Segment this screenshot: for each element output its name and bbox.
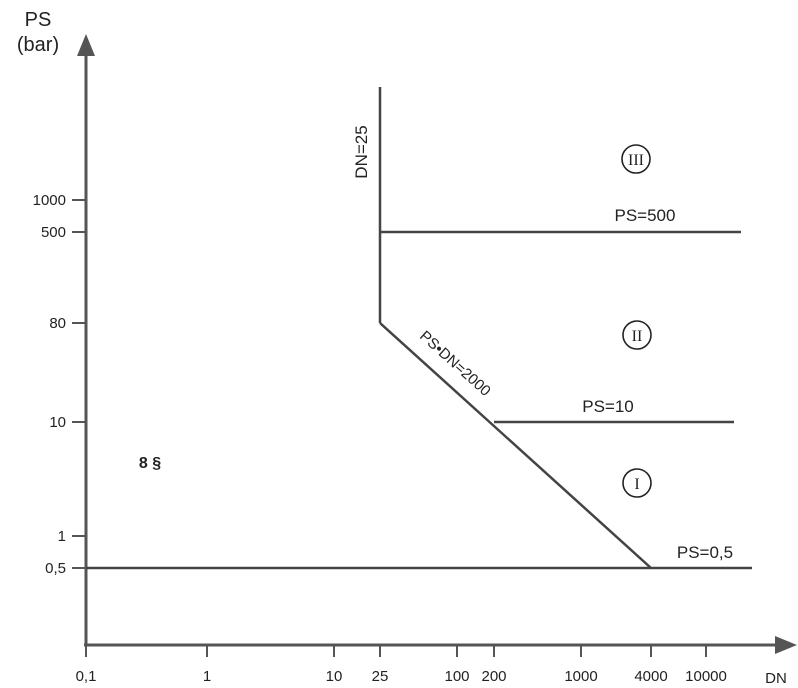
x-tick-label: 1000 bbox=[564, 668, 597, 685]
x-tick-label: 4000 bbox=[634, 668, 667, 685]
x-tick-label: 200 bbox=[481, 668, 506, 685]
x-tick-label: 0,1 bbox=[76, 668, 97, 685]
x-tick-label: 10000 bbox=[685, 668, 727, 685]
y-tick-label: 0,5 bbox=[45, 560, 66, 577]
label-ps-0-5: PS=0,5 bbox=[677, 543, 733, 562]
y-axis-title-line1: PS bbox=[25, 9, 52, 31]
region-iii-circle bbox=[621, 144, 651, 174]
region-8-section-label: 8 § bbox=[139, 455, 161, 472]
label-ps-500: PS=500 bbox=[615, 206, 676, 225]
x-ticks: 0,1 1 10 25 100 200 1000 4000 10000 bbox=[76, 645, 727, 685]
x-tick-label: 1 bbox=[203, 668, 211, 685]
x-tick-label: 10 bbox=[326, 668, 343, 685]
x-tick-label: 25 bbox=[372, 668, 389, 685]
region-i-circle bbox=[622, 468, 652, 498]
region-ii: II bbox=[622, 320, 652, 350]
region-ii-label: II bbox=[632, 328, 643, 345]
y-tick-label: 500 bbox=[41, 224, 66, 241]
y-axis-arrow bbox=[77, 34, 95, 56]
y-tick-label: 10 bbox=[49, 414, 66, 431]
y-ticks: 0,5 1 10 80 500 1000 bbox=[33, 192, 86, 577]
y-tick-label: 1 bbox=[58, 528, 66, 545]
y-tick-label: 80 bbox=[49, 315, 66, 332]
boundary-lines bbox=[86, 87, 752, 570]
line-ps-dn-2000 bbox=[379, 322, 652, 569]
label-ps-10: PS=10 bbox=[582, 397, 634, 416]
y-axis-title-line2: (bar) bbox=[17, 34, 59, 56]
axes bbox=[77, 34, 797, 654]
x-tick-label: 100 bbox=[444, 668, 469, 685]
region-iii-label: III bbox=[628, 152, 644, 169]
region-ii-circle bbox=[622, 320, 652, 350]
region-iii: III bbox=[621, 144, 651, 174]
region-i: I bbox=[622, 468, 652, 498]
x-axis-title: DN bbox=[765, 670, 787, 687]
label-ps-dn-2000: PS•DN=2000 bbox=[416, 328, 494, 400]
label-dn-25: DN=25 bbox=[352, 125, 371, 178]
x-axis-arrow bbox=[775, 636, 797, 654]
y-tick-label: 1000 bbox=[33, 192, 66, 209]
region-i-label: I bbox=[634, 476, 639, 493]
